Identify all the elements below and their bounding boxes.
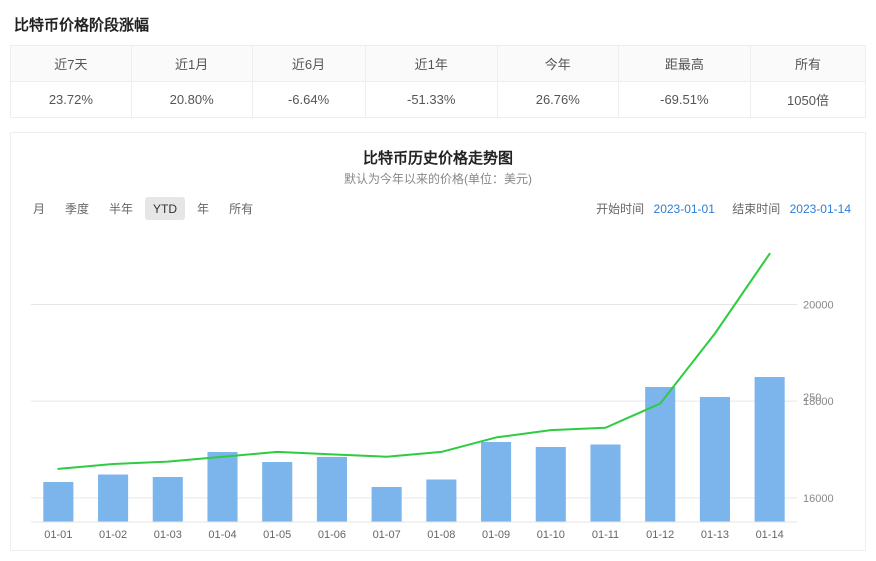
range-button-半年[interactable]: 半年: [101, 197, 141, 220]
svg-text:01-05: 01-05: [263, 529, 291, 541]
svg-text:01-14: 01-14: [756, 529, 784, 541]
svg-text:01-07: 01-07: [373, 529, 401, 541]
date-range-info: 开始时间 2023-01-01 结束时间 2023-01-14: [582, 200, 851, 217]
gains-value-cell: -69.51%: [618, 82, 750, 118]
svg-text:20000: 20000: [803, 300, 834, 312]
gains-header-cell: 近6月: [252, 46, 365, 82]
range-button-季度[interactable]: 季度: [57, 197, 97, 220]
svg-text:01-09: 01-09: [482, 529, 510, 541]
gains-header-cell: 近7天: [11, 46, 132, 82]
gains-header-cell: 近1年: [365, 46, 497, 82]
chart-subtitle: 默认为今年以来的价格(单位：美元): [25, 170, 851, 187]
gains-table: 近7天近1月近6月近1年今年距最高所有 23.72%20.80%-6.64%-5…: [10, 45, 866, 118]
svg-text:01-10: 01-10: [537, 529, 565, 541]
gains-value-cell: 20.80%: [131, 82, 252, 118]
gains-value-cell: 23.72%: [11, 82, 132, 118]
range-button-年[interactable]: 年: [189, 197, 217, 220]
chart-title: 比特币历史价格走势图: [25, 147, 851, 168]
gains-value-cell: 26.76%: [497, 82, 618, 118]
svg-text:01-12: 01-12: [646, 529, 674, 541]
start-date-value: 2023-01-01: [654, 202, 715, 216]
svg-text:01-11: 01-11: [592, 529, 619, 541]
range-buttons: 月季度半年YTD年所有: [25, 197, 261, 220]
svg-text:01-03: 01-03: [154, 529, 182, 541]
svg-text:01-06: 01-06: [318, 529, 346, 541]
start-date-label: 开始时间: [596, 202, 644, 216]
svg-text:01-13: 01-13: [701, 529, 729, 541]
gains-value-cell: -6.64%: [252, 82, 365, 118]
end-date-value: 2023-01-14: [790, 202, 851, 216]
svg-text:01-04: 01-04: [208, 529, 236, 541]
chart-card: 比特币历史价格走势图 默认为今年以来的价格(单位：美元) 月季度半年YTD年所有…: [10, 132, 866, 551]
price-chart[interactable]: 16000180002000025001-0101-0201-0301-0401…: [25, 226, 851, 546]
range-button-月[interactable]: 月: [25, 197, 53, 220]
svg-text:01-01: 01-01: [44, 529, 72, 541]
svg-text:01-02: 01-02: [99, 529, 127, 541]
range-button-所有[interactable]: 所有: [221, 197, 261, 220]
svg-text:250: 250: [803, 392, 821, 404]
gains-header-cell: 近1月: [131, 46, 252, 82]
range-button-YTD[interactable]: YTD: [145, 197, 185, 220]
gains-header-cell: 距最高: [618, 46, 750, 82]
svg-text:01-08: 01-08: [427, 529, 455, 541]
gains-value-cell: -51.33%: [365, 82, 497, 118]
svg-text:16000: 16000: [803, 493, 834, 505]
gains-title: 比特币价格阶段涨幅: [14, 14, 866, 35]
gains-value-cell: 1050倍: [751, 82, 866, 118]
gains-header-cell: 所有: [751, 46, 866, 82]
gains-header-cell: 今年: [497, 46, 618, 82]
chart-toolbar: 月季度半年YTD年所有 开始时间 2023-01-01 结束时间 2023-01…: [25, 197, 851, 220]
end-date-label: 结束时间: [732, 202, 780, 216]
